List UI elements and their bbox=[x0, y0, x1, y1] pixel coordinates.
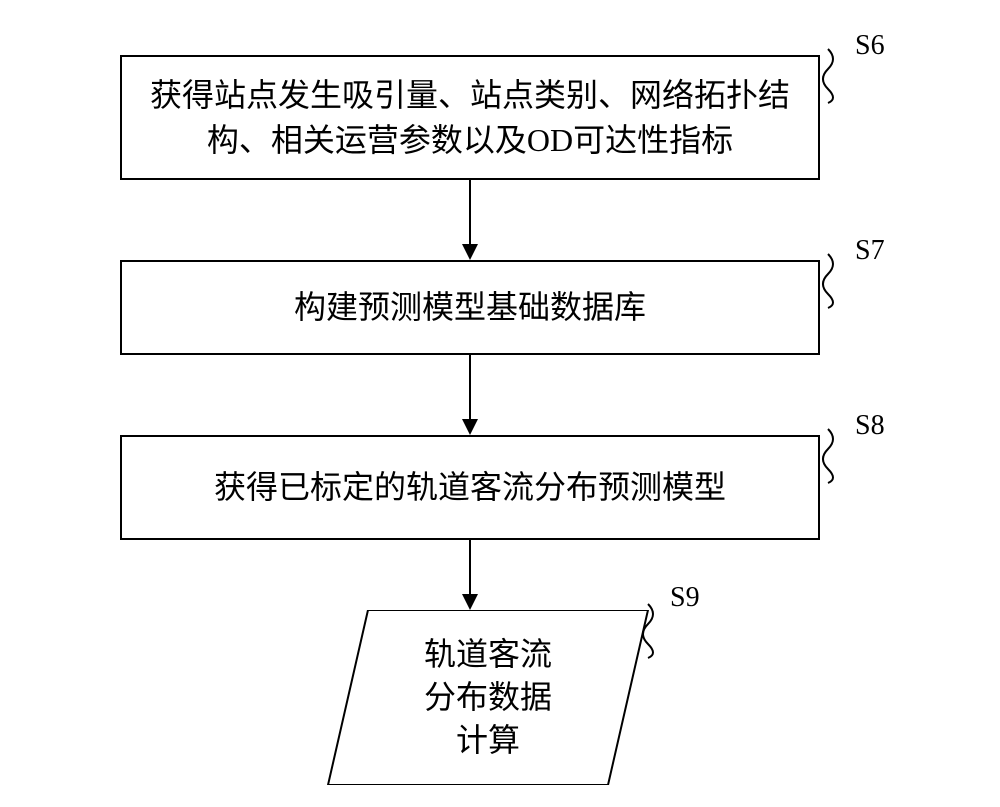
process-box-s6: 获得站点发生吸引量、站点类别、网络拓扑结构、相关运营参数以及OD可达性指标 bbox=[120, 55, 820, 180]
process-box-s8: 获得已标定的轨道客流分布预测模型 bbox=[120, 435, 820, 540]
label-s9: S9 bbox=[670, 582, 700, 614]
data-box-s9: 轨道客流 分布数据 计算 bbox=[318, 610, 658, 785]
s9-line2: 分布数据 bbox=[424, 676, 552, 719]
s9-line3: 计算 bbox=[456, 719, 520, 762]
box-s8-text: 获得已标定的轨道客流分布预测模型 bbox=[214, 465, 726, 510]
label-s8: S8 bbox=[855, 410, 885, 442]
arrow-s6-s7 bbox=[458, 180, 482, 260]
process-box-s7: 构建预测模型基础数据库 bbox=[120, 260, 820, 355]
arrow-s8-s9 bbox=[458, 540, 482, 610]
box-s7-text: 构建预测模型基础数据库 bbox=[294, 285, 646, 330]
box-s6-text: 获得站点发生吸引量、站点类别、网络拓扑结构、相关运营参数以及OD可达性指标 bbox=[142, 73, 798, 163]
label-s7: S7 bbox=[855, 235, 885, 267]
arrow-s7-s8 bbox=[458, 355, 482, 435]
label-s6: S6 bbox=[855, 30, 885, 62]
s9-line1: 轨道客流 bbox=[424, 633, 552, 676]
squiggle-s9 bbox=[640, 600, 670, 660]
squiggle-s6 bbox=[820, 45, 850, 105]
squiggle-s8 bbox=[820, 425, 850, 485]
squiggle-s7 bbox=[820, 250, 850, 310]
